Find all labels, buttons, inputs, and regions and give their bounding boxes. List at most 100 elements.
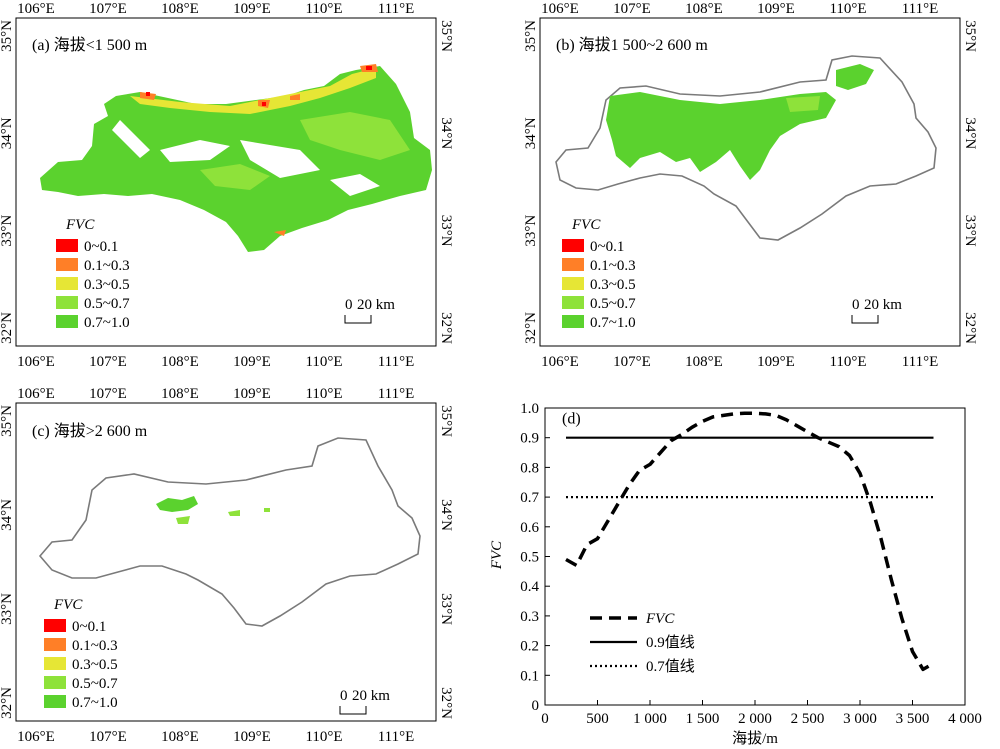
lat-ticks-left: 35°N 34°N 33°N 32°N [0,20,15,344]
lat-tick-label: 33°N [962,215,978,247]
lat-tick-label: 34°N [0,117,15,149]
lon-tick-label: 109°E [233,729,271,745]
scale-length-label: 20 km [357,297,395,313]
lon-tick-label: 108°E [161,729,199,745]
legend-label: 0.3~0.5 [590,277,636,293]
legend-label: 0.3~0.5 [72,657,118,673]
lon-ticks-bottom: 106°E 107°E 108°E 109°E 110°E 111°E [17,729,414,745]
lon-tick-label: 107°E [89,729,127,745]
fvc-lighter-patches [786,96,820,112]
lat-tick-label: 32°N [523,312,539,344]
lat-tick-label: 32°N [0,312,15,344]
x-tick-label: 2 000 [738,711,772,727]
x-tick-label: 1 000 [633,711,667,727]
lon-tick-label: 109°E [233,354,271,370]
scale-zero-label: 0 [852,297,860,313]
lat-tick-label: 34°N [523,117,539,149]
legend-swatch [56,239,78,252]
lon-tick-label: 111°E [902,354,939,370]
legend-swatch [562,277,584,290]
lat-tick-label: 34°N [438,499,454,531]
map-panel-b: 106°E 107°E 108°E 109°E 110°E 111°E 106°E 107°… [523,1,978,370]
study-area-boundary [555,55,937,241]
lon-tick-label: 109°E [757,1,795,17]
lat-tick-label: 35°N [438,405,454,437]
lon-tick-label: 110°E [829,1,866,17]
lon-tick-label: 110°E [305,1,342,17]
lat-tick-label: 34°N [0,499,15,531]
lon-tick-label: 109°E [233,386,271,402]
legend-swatch [56,277,78,290]
lon-tick-label: 111°E [378,354,415,370]
legend-label: 0.1~0.3 [590,258,636,274]
legend-label: 0~0.1 [84,239,118,255]
panel-label-d: (d) [562,411,581,428]
lon-tick-label: 107°E [613,1,651,17]
lon-tick-label: 108°E [161,386,199,402]
legend-label: FVC [645,611,675,627]
lon-tick-label: 111°E [378,1,415,17]
y-tick-label: 0.2 [520,639,539,655]
lat-tick-label: 35°N [0,20,15,52]
legend-swatch [56,258,78,271]
lon-tick-label: 106°E [17,386,55,402]
lon-tick-label: 110°E [305,386,342,402]
lat-tick-label: 34°N [962,117,978,149]
lon-tick-label: 110°E [305,354,342,370]
lon-ticks-top: 106°E 107°E 108°E 109°E 110°E 111°E [17,386,414,402]
legend-swatch [562,258,584,271]
x-tick-label: 3 000 [843,711,877,727]
lon-ticks-bottom: 106°E 107°E 108°E 109°E 110°E 111°E [17,354,414,370]
y-tick-label: 1.0 [520,401,539,417]
map-panel-a: 106°E 107°E 108°E 109°E 110°E 111°E 106°E 107°… [0,1,454,370]
x-tick-label: 3 500 [896,711,930,727]
y-tick-label: 0 [532,698,540,714]
scale-bar-line [344,315,372,324]
study-area-boundary [38,437,421,627]
lat-tick-label: 33°N [0,215,15,247]
legend-swatch [44,619,66,632]
scale-zero-label: 0 [345,297,353,313]
legend-swatch [44,657,66,670]
legend-swatch [44,676,66,689]
fvc-yellow-strip [130,68,376,114]
scale-length-label: 20 km [864,297,902,313]
legend-title: FVC [571,217,601,233]
lon-tick-label: 106°E [17,729,55,745]
series-lines [565,411,935,672]
legend-label: 0.7~1.0 [72,695,118,711]
x-tick-label: 0 [541,711,549,727]
lon-ticks-top: 106°E 107°E 108°E 109°E 110°E 111°E [541,1,938,17]
fvc-legend: FVC 0~0.1 0.1~0.3 0.3~0.5 0.5~0.7 0.7~1.0 [562,217,636,331]
x-axis-label: 海拔/m [732,730,778,747]
lat-tick-label: 33°N [438,215,454,247]
lat-tick-label: 32°N [438,312,454,344]
legend-label: 0~0.1 [590,239,624,255]
legend-swatch [562,239,584,252]
fvc-region [156,496,198,512]
y-tick-label: 0.8 [520,460,539,476]
scale-zero-label: 0 [340,688,348,704]
lon-tick-label: 108°E [685,354,723,370]
y-tick-label: 0.7 [520,490,539,506]
map-panel-c: 106°E 107°E 108°E 109°E 110°E 111°E 106°E 107°… [0,386,454,745]
lon-tick-label: 106°E [541,354,579,370]
legend-label: 0.5~0.7 [590,296,636,312]
fvc-legend: FVC 0~0.1 0.1~0.3 0.3~0.5 0.5~0.7 0.7~1.0 [44,597,118,711]
scale-length-label: 20 km [352,688,390,704]
lon-tick-label: 111°E [902,1,939,17]
lat-tick-label: 34°N [438,117,454,149]
y-axis-ticks: 0 0.1 0.2 0.3 0.4 0.5 0.6 0.7 0.8 0.9 1.0 [520,401,550,714]
legend-swatch [44,695,66,708]
lat-tick-label: 32°N [0,687,15,719]
lat-ticks-right: 35°N 34°N 33°N 32°N [438,405,454,719]
lon-tick-label: 109°E [757,354,795,370]
fvc-region [606,64,874,180]
chart-legend: FVC 0.9值线 0.7值线 [590,611,695,675]
lon-tick-label: 109°E [233,1,271,17]
lat-tick-label: 33°N [438,593,454,625]
lat-tick-label: 33°N [0,593,15,625]
x-tick-label: 2 500 [791,711,825,727]
lon-ticks-bottom: 106°E 107°E 108°E 109°E 110°E 111°E [541,354,938,370]
